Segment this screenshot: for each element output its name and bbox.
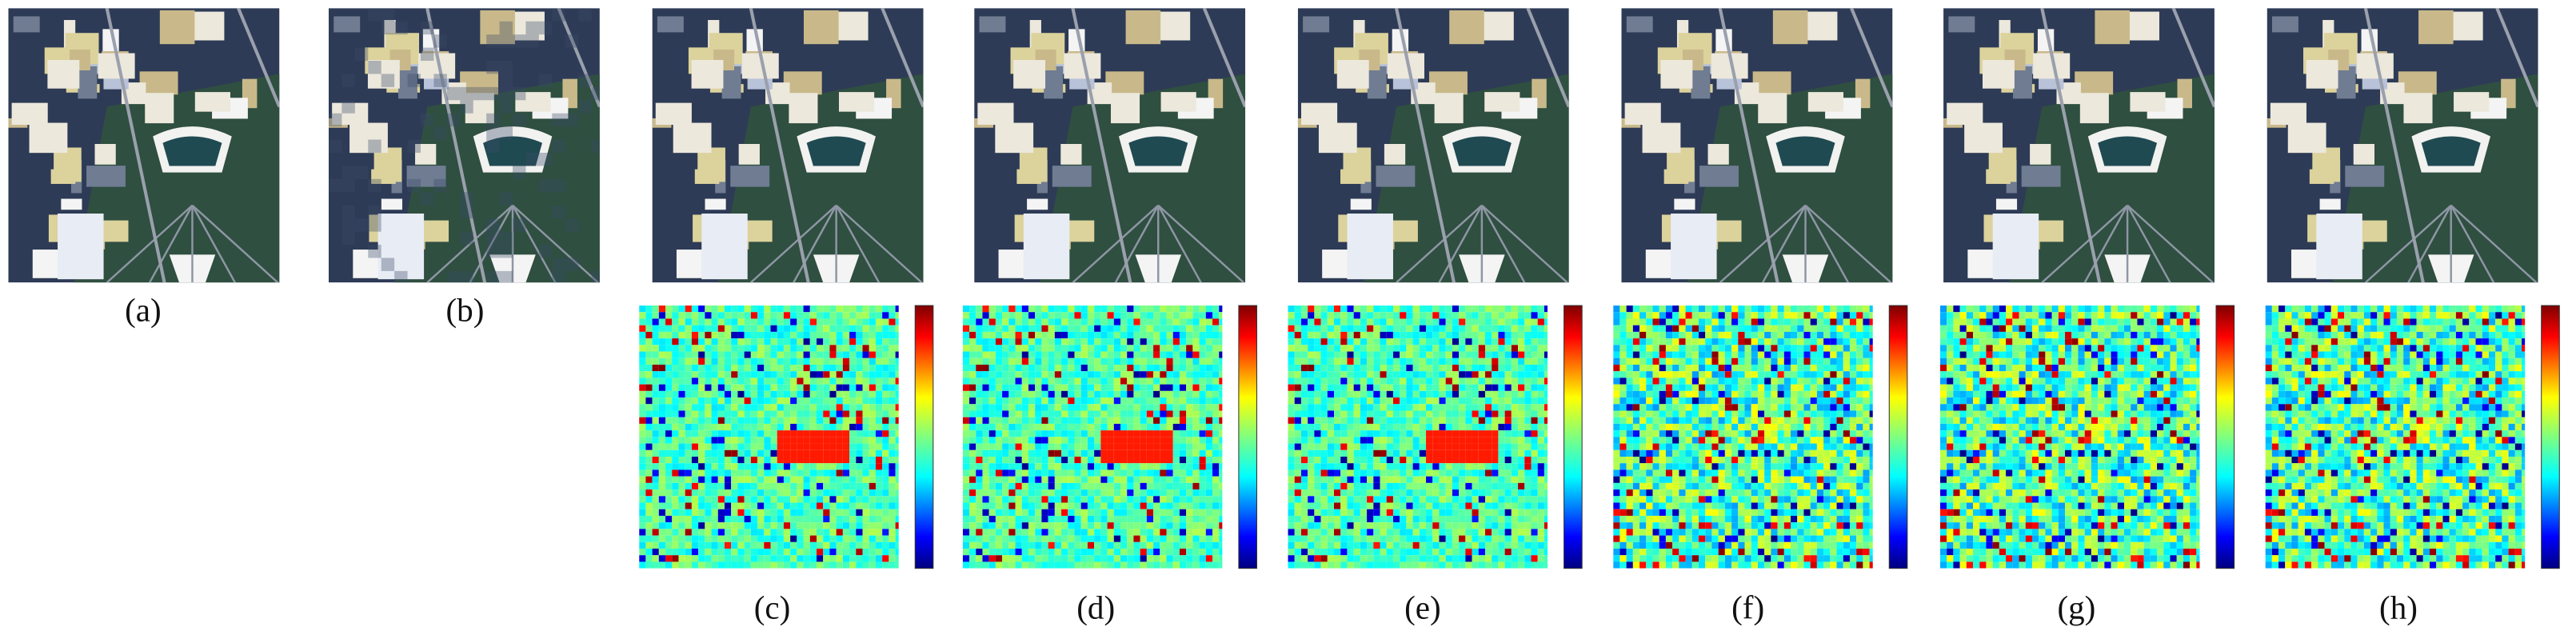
satellite-image — [653, 8, 924, 282]
satellite-image — [2267, 8, 2538, 282]
error-map — [2265, 306, 2526, 569]
satellite-image — [974, 8, 1245, 282]
error-map — [639, 306, 899, 569]
satellite-image — [1943, 8, 2215, 282]
colorbar — [1564, 305, 1583, 569]
panel-label: (a) — [125, 292, 162, 329]
error-map — [1613, 306, 1873, 569]
error-map — [962, 306, 1223, 569]
panel-label: (g) — [2057, 589, 2095, 626]
satellite-image — [8, 8, 279, 282]
colorbar — [914, 305, 934, 569]
satellite-image — [1621, 8, 1892, 282]
panel-label: (d) — [1076, 589, 1115, 626]
panel-label: (c) — [754, 589, 791, 626]
error-map — [1288, 306, 1548, 569]
panel-label: (b) — [446, 292, 485, 329]
panel-label: (f) — [1731, 589, 1764, 626]
colorbar — [2541, 305, 2560, 569]
satellite-image — [329, 8, 605, 284]
satellite-image — [1298, 8, 1569, 282]
panel-label: (e) — [1404, 589, 1441, 626]
colorbar — [1888, 305, 1908, 569]
panel-label: (h) — [2379, 589, 2418, 626]
colorbar — [2215, 305, 2235, 569]
colorbar — [1238, 305, 1257, 569]
error-map — [1939, 306, 2200, 569]
